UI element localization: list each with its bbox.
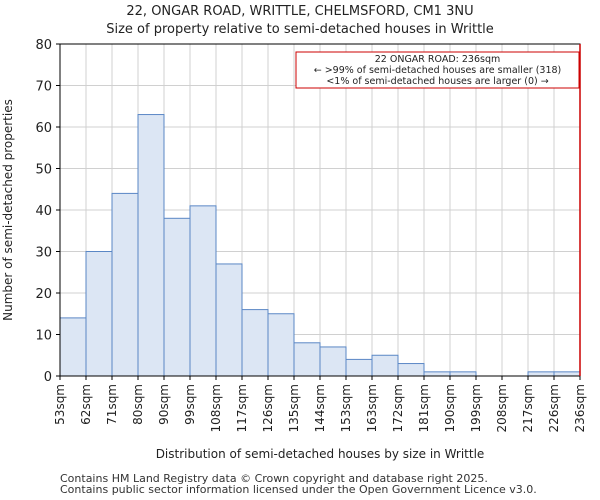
bar (423, 371, 451, 377)
x-tick-label: 108sqm (209, 384, 223, 432)
x-tick-label: 172sqm (391, 384, 405, 432)
bar (111, 192, 139, 377)
bar (137, 114, 165, 377)
bar (267, 313, 295, 377)
footer-line-2: Contains public sector information licen… (60, 483, 537, 496)
annotation-box (295, 51, 580, 89)
x-tick-label: 208sqm (495, 384, 509, 432)
y-tick-label: 60 (35, 121, 52, 136)
x-tick-label: 181sqm (417, 384, 431, 432)
y-axis-label: Number of semi-detached properties (1, 99, 15, 321)
x-tick-label: 53sqm (53, 384, 67, 425)
annotation-line: <1% of semi-detached houses are larger (… (326, 76, 548, 87)
x-tick-label: 80sqm (131, 384, 145, 425)
x-tick-label: 199sqm (469, 384, 483, 432)
x-tick-label: 126sqm (261, 384, 275, 432)
bar (553, 371, 581, 377)
y-tick-label: 70 (35, 80, 52, 95)
x-tick-label: 71sqm (105, 384, 119, 425)
annotation-line: 22 ONGAR ROAD: 236sqm (375, 54, 501, 65)
x-tick-label: 217sqm (521, 384, 535, 432)
bar (319, 346, 347, 377)
chart-title: 22, ONGAR ROAD, WRITTLE, CHELMSFORD, CM1… (126, 4, 474, 19)
chart-subtitle: Size of property relative to semi-detach… (106, 22, 494, 37)
y-tick-label: 80 (35, 38, 52, 53)
x-tick-label: 226sqm (547, 384, 561, 432)
bar (345, 358, 373, 377)
y-tick-label: 40 (35, 204, 52, 219)
x-tick-label: 153sqm (339, 384, 353, 432)
y-tick-label: 0 (44, 370, 52, 385)
y-tick-label: 30 (35, 246, 52, 261)
x-tick-label: 99sqm (183, 384, 197, 425)
bar (85, 251, 113, 377)
bar (527, 371, 555, 377)
bar (397, 363, 425, 377)
x-tick-label: 90sqm (157, 384, 171, 425)
bar (59, 317, 87, 377)
bar (215, 263, 243, 377)
y-tick-label: 20 (35, 287, 52, 302)
bar (189, 205, 217, 377)
bar (371, 354, 399, 377)
x-tick-label: 144sqm (313, 384, 327, 432)
bar (293, 342, 321, 377)
x-tick-label: 163sqm (365, 384, 379, 432)
y-tick-label: 10 (35, 329, 52, 344)
footer-line-1: Contains HM Land Registry data © Crown c… (60, 472, 488, 485)
x-tick-label: 135sqm (287, 384, 301, 432)
x-tick-label: 236sqm (573, 384, 587, 432)
x-tick-label: 62sqm (79, 384, 93, 425)
annotation-line: ← >99% of semi-detached houses are small… (314, 65, 562, 76)
x-tick-label: 117sqm (235, 384, 249, 432)
x-tick-label: 190sqm (443, 384, 457, 432)
bar (241, 309, 269, 377)
y-tick-label: 50 (35, 163, 52, 178)
bar (163, 217, 191, 377)
bar (449, 371, 477, 377)
x-axis-label: Distribution of semi-detached houses by … (156, 447, 485, 461)
